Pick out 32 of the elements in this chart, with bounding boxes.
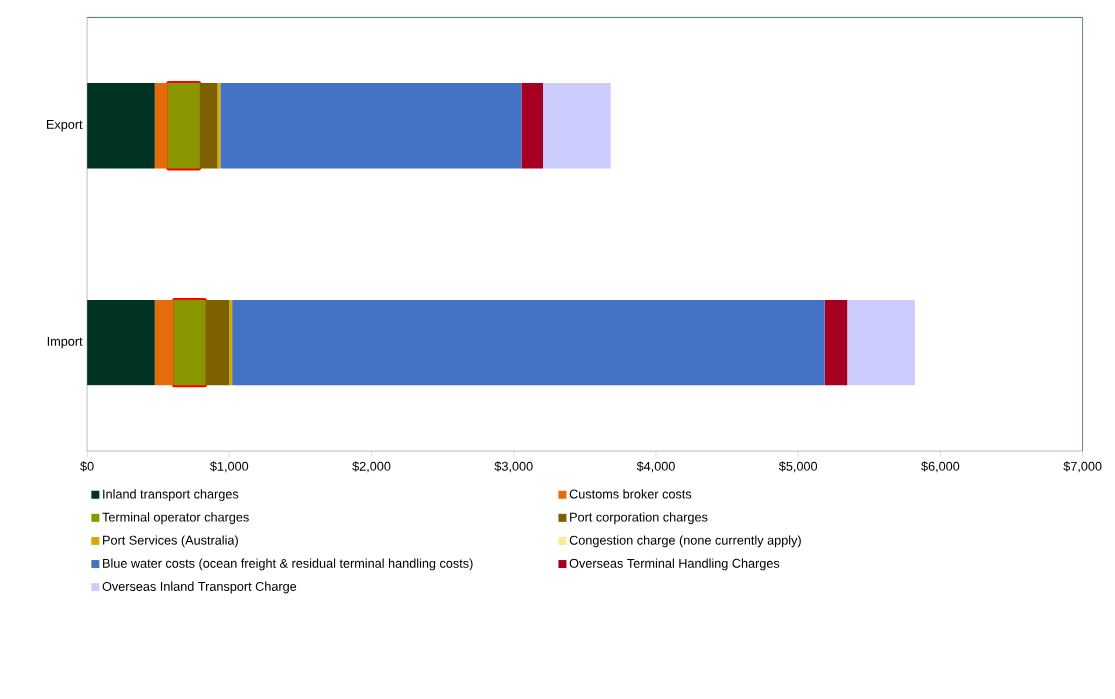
bar — [154, 299, 174, 386]
bar — [824, 299, 848, 386]
legend-label: Overseas Inland Transport Charge — [102, 581, 297, 594]
x-tick-label: $4,000 — [636, 461, 675, 473]
y-tick-label: Import — [47, 336, 83, 349]
legend-label: Overseas Terminal Handling Charges — [569, 558, 780, 571]
x-tick-label: $2,000 — [352, 461, 391, 473]
x-tick-label: $6,000 — [921, 461, 960, 473]
bar — [521, 82, 544, 169]
x-tick-label: $0 — [80, 461, 94, 472]
bar — [543, 82, 611, 169]
x-tick-label: $3,000 — [494, 461, 533, 473]
bar — [847, 299, 915, 386]
legend-label: Terminal operator charges — [102, 512, 249, 524]
x-tick-label: $1,000 — [210, 461, 249, 473]
bar — [154, 82, 168, 169]
y-tick-label: Export — [47, 119, 83, 132]
bar — [199, 82, 218, 169]
bar — [87, 299, 155, 386]
x-tick-label: $7,000 — [1063, 461, 1102, 473]
x-tick-label: $5,000 — [778, 461, 818, 473]
legend-label: Congestion charge (none currently apply) — [569, 535, 801, 548]
legend-label: Customs broker costs — [569, 489, 692, 499]
legend-label: Inland transport charges — [103, 489, 239, 501]
bar — [87, 82, 155, 169]
bar — [232, 299, 825, 386]
legend-label: Port corporation charges — [570, 512, 708, 524]
bar — [220, 82, 522, 169]
bar — [229, 299, 233, 386]
legend-label: Port Services (Australia) — [103, 535, 238, 548]
legend-label: Blue water costs (ocean freight & residual terminal handling costs) — [103, 558, 473, 571]
bar — [205, 299, 230, 386]
